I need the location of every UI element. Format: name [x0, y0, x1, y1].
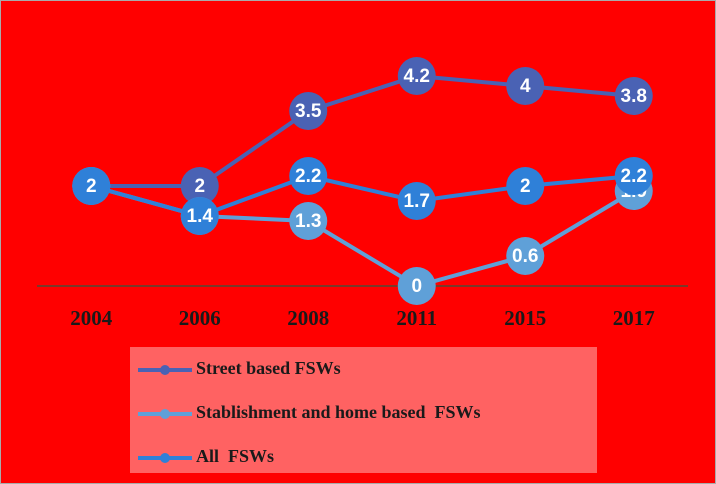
marker	[506, 67, 545, 105]
marker	[397, 267, 436, 305]
legend-label: All FSWs	[196, 446, 274, 466]
marker	[289, 202, 328, 240]
data-label: 2.2	[621, 166, 647, 187]
x-tick-label: 2011	[396, 306, 437, 330]
legend	[130, 347, 597, 473]
data-label: 4.2	[404, 66, 430, 87]
legend-label: Street based FSWs	[196, 358, 341, 378]
marker	[397, 182, 436, 220]
data-label: 1.3	[295, 211, 321, 232]
marker	[506, 167, 545, 205]
legend-marker	[160, 409, 170, 419]
data-label: 3.5	[295, 101, 322, 122]
data-label: 1.4	[187, 206, 214, 227]
data-label: 2.2	[295, 166, 321, 187]
data-label: 2	[520, 176, 531, 197]
data-label: 0.6	[512, 246, 538, 267]
marker	[397, 57, 436, 95]
x-tick-label: 2008	[287, 306, 329, 330]
data-label: 2	[194, 176, 205, 197]
data-label: 0	[411, 276, 422, 297]
marker	[506, 237, 545, 275]
marker	[72, 167, 111, 205]
marker	[289, 92, 328, 130]
marker	[614, 157, 653, 195]
legend-label: Stablishment and home based FSWs	[196, 402, 481, 422]
data-label: 1.7	[404, 191, 430, 212]
x-tick-label: 2015	[504, 306, 546, 330]
x-tick-label: 2006	[179, 306, 221, 330]
data-label: 2	[86, 176, 97, 197]
marker	[180, 167, 219, 205]
legend-marker	[160, 365, 170, 375]
data-label: 4	[520, 76, 531, 97]
marker	[180, 197, 219, 235]
marker	[614, 77, 653, 115]
x-tick-label: 2004	[70, 306, 113, 330]
x-tick-label: 2017	[613, 306, 655, 330]
legend-marker	[160, 453, 170, 463]
data-label: 3.8	[621, 86, 647, 107]
marker	[289, 157, 328, 195]
